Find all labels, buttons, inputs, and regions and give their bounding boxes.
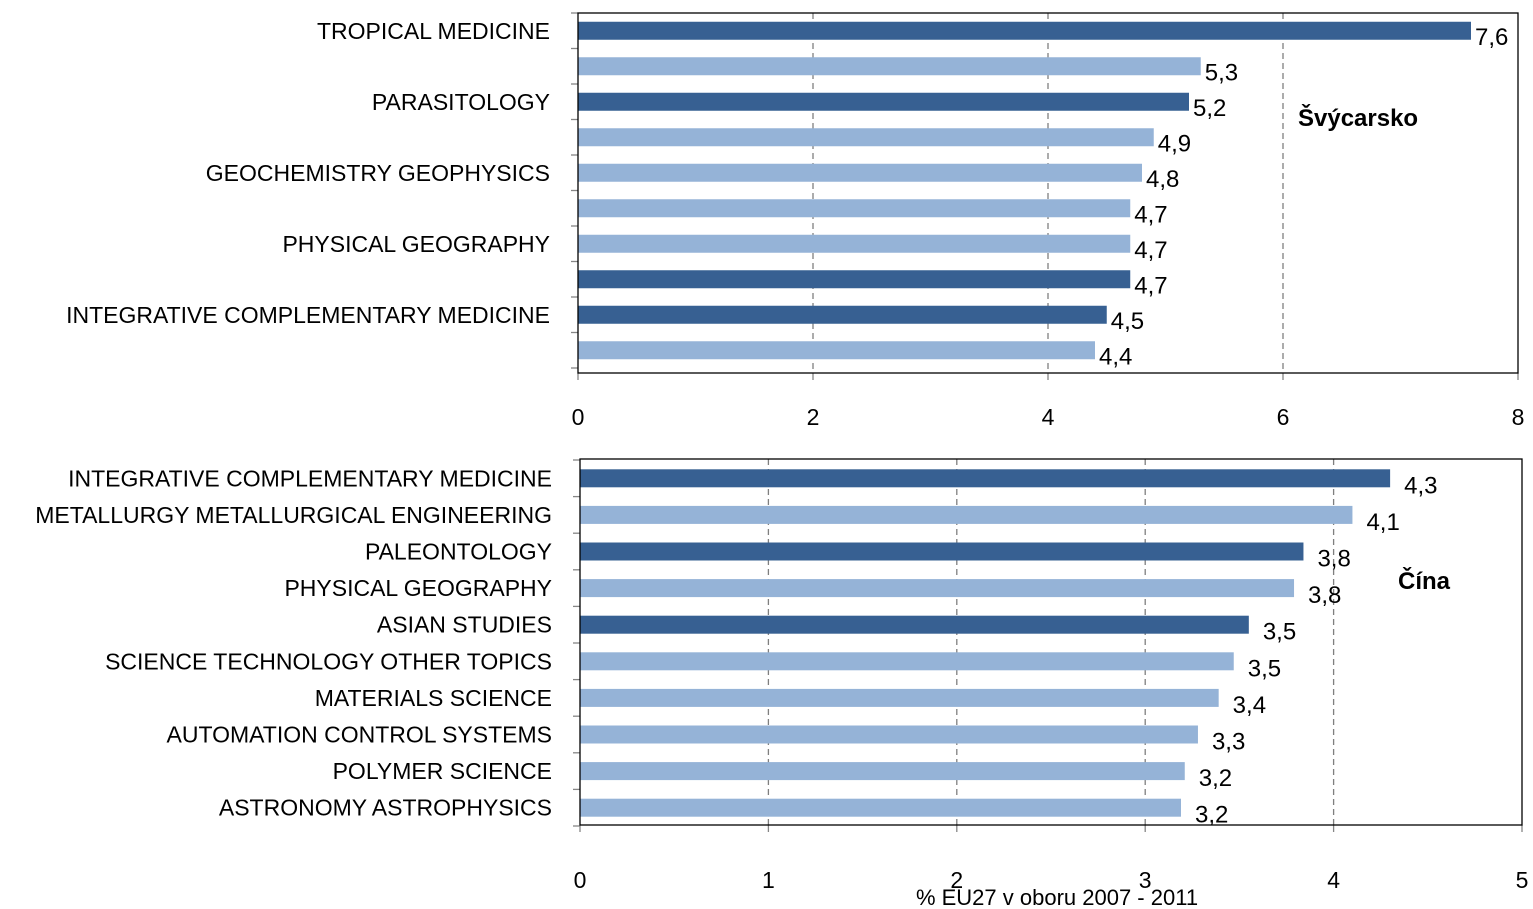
data-label: 4,7 bbox=[1134, 201, 1167, 228]
bar bbox=[578, 305, 1107, 324]
category-label: SCIENCE TECHNOLOGY OTHER TOPICS bbox=[105, 648, 552, 674]
category-label: PHYSICAL GEOGRAPHY bbox=[282, 231, 550, 257]
data-label: 3,8 bbox=[1308, 582, 1341, 609]
x-tick-label: 3 bbox=[1139, 867, 1152, 893]
data-label: 3,5 bbox=[1263, 619, 1296, 646]
bar bbox=[578, 92, 1189, 111]
x-tick-label: 8 bbox=[1512, 404, 1525, 430]
x-tick-label: 0 bbox=[574, 867, 587, 893]
plot-frame bbox=[579, 458, 1523, 826]
bar bbox=[580, 798, 1181, 817]
bar bbox=[580, 469, 1391, 488]
bar bbox=[580, 542, 1304, 561]
data-label: 4,4 bbox=[1099, 343, 1132, 370]
x-tick-label: 0 bbox=[572, 404, 585, 430]
bar bbox=[578, 57, 1201, 76]
bar bbox=[580, 505, 1353, 524]
bar bbox=[578, 163, 1142, 182]
bar bbox=[578, 270, 1131, 289]
data-label: 3,5 bbox=[1248, 655, 1281, 682]
category-label: GEOCHEMISTRY GEOPHYSICS bbox=[206, 160, 550, 186]
category-label: INTEGRATIVE COMPLEMENTARY MEDICINE bbox=[68, 465, 552, 491]
data-label: 3,3 bbox=[1212, 729, 1245, 756]
data-label: 5,2 bbox=[1193, 95, 1226, 122]
bar bbox=[578, 128, 1154, 147]
bar bbox=[580, 762, 1185, 781]
data-label: 5,3 bbox=[1205, 59, 1238, 86]
panel-title: Švýcarsko bbox=[1298, 104, 1418, 132]
bar bbox=[578, 234, 1131, 253]
panel-title: Čína bbox=[1398, 567, 1451, 595]
data-label: 4,8 bbox=[1146, 166, 1179, 193]
bar bbox=[580, 615, 1249, 634]
x-tick-label: 4 bbox=[1042, 404, 1055, 430]
x-tick-label: 1 bbox=[762, 867, 775, 893]
category-label: AUTOMATION CONTROL SYSTEMS bbox=[167, 722, 553, 748]
plot-frame bbox=[577, 12, 1519, 374]
data-label: 4,7 bbox=[1134, 272, 1167, 299]
bar bbox=[580, 725, 1198, 744]
bar bbox=[578, 341, 1095, 360]
x-tick-label: 5 bbox=[1516, 867, 1529, 893]
x-tick-label: 4 bbox=[1327, 867, 1340, 893]
category-label: ASIAN STUDIES bbox=[377, 612, 552, 638]
category-label: INTEGRATIVE COMPLEMENTARY MEDICINE bbox=[66, 302, 550, 328]
x-tick-label: 2 bbox=[807, 404, 820, 430]
category-label: PHYSICAL GEOGRAPHY bbox=[284, 575, 552, 601]
category-label: PALEONTOLOGY bbox=[365, 539, 552, 565]
bar bbox=[580, 652, 1234, 671]
category-label: PARASITOLOGY bbox=[372, 89, 550, 115]
data-label: 3,2 bbox=[1199, 765, 1232, 792]
data-label: 3,2 bbox=[1195, 802, 1228, 829]
category-label: ASTRONOMY ASTROPHYSICS bbox=[219, 795, 552, 821]
bar bbox=[578, 199, 1131, 218]
x-axis-title: % EU27 v oboru 2007 - 2011 bbox=[916, 885, 1198, 909]
data-label: 4,9 bbox=[1158, 130, 1191, 157]
x-tick-label: 2 bbox=[950, 867, 963, 893]
category-label: POLYMER SCIENCE bbox=[333, 758, 552, 784]
category-label: TROPICAL MEDICINE bbox=[317, 18, 550, 44]
category-label: METALLURGY METALLURGICAL ENGINEERING bbox=[35, 502, 552, 528]
data-label: 7,6 bbox=[1475, 24, 1508, 51]
data-label: 3,4 bbox=[1233, 692, 1266, 719]
x-tick-label: 6 bbox=[1277, 404, 1290, 430]
data-label: 4,3 bbox=[1404, 472, 1437, 499]
bar bbox=[580, 688, 1219, 707]
data-label: 4,7 bbox=[1134, 237, 1167, 264]
category-label: MATERIALS SCIENCE bbox=[315, 685, 552, 711]
bar bbox=[578, 21, 1471, 40]
data-label: 4,5 bbox=[1111, 308, 1144, 335]
data-label: 4,1 bbox=[1366, 509, 1399, 536]
bar bbox=[580, 579, 1295, 598]
data-label: 3,8 bbox=[1317, 546, 1350, 573]
